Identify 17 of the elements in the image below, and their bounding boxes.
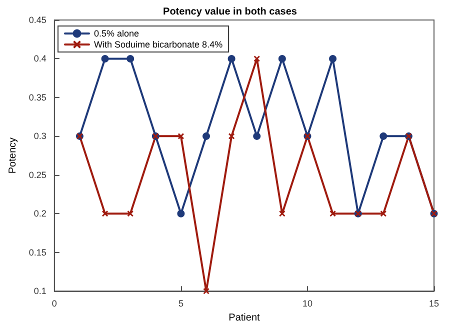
legend-label: 0.5% alone <box>94 28 140 38</box>
x-tick-label: 5 <box>178 298 184 309</box>
y-tick-label: 0.4 <box>34 54 46 64</box>
y-axis-title: Potency <box>8 137 18 174</box>
y-tick-label: 0.15 <box>28 247 46 258</box>
chart-title: Potency value in both cases <box>163 6 298 18</box>
y-tick-label: 0.25 <box>28 170 46 180</box>
y-tick-label: 0.1 <box>34 286 46 296</box>
y-tick-label: 0.35 <box>28 92 46 102</box>
x-tick-label: 0 <box>52 298 57 309</box>
legend-label: With Soduime bicarbonate 8.4% <box>94 40 223 50</box>
y-tick-label: 0.3 <box>34 131 46 142</box>
x-axis-title: Patient <box>228 312 260 324</box>
y-tick-label: 0.45 <box>28 15 46 25</box>
x-tick-label: 10 <box>302 298 312 309</box>
x-tick-label: 15 <box>428 298 440 309</box>
y-tick-label: 0.2 <box>34 208 46 219</box>
